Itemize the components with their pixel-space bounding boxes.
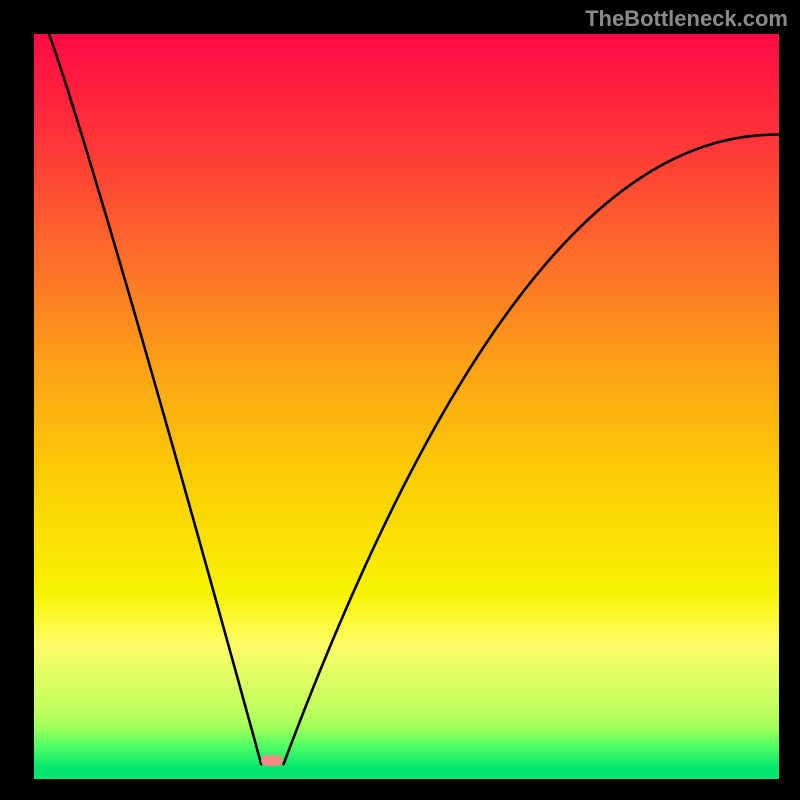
optimal-point-marker [261, 755, 283, 766]
plot-area [34, 34, 779, 779]
bottleneck-curve [34, 34, 779, 779]
watermark-text: TheBottleneck.com [585, 6, 788, 32]
